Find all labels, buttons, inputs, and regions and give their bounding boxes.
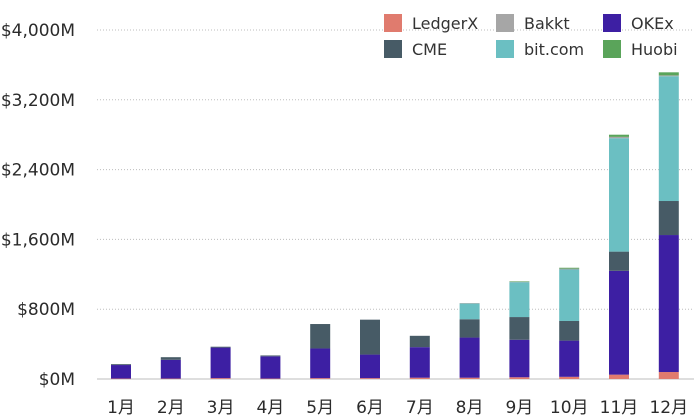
bar-segment-ledgerx bbox=[210, 378, 231, 379]
bar-segment-okex bbox=[409, 347, 430, 378]
bar-segment-bakkt bbox=[658, 75, 679, 77]
x-axis-tick-labels: 1月 2月 3月 4月 5月 6月 7月 8月 9月 10月 11月 12月 bbox=[107, 398, 688, 418]
bar-segment-ledgerx bbox=[409, 377, 430, 379]
bar-segment-cme bbox=[210, 346, 231, 348]
x-tick-label: 8月 bbox=[456, 398, 484, 418]
bar-segment-okex bbox=[310, 348, 331, 379]
bar-segment-bit-com bbox=[559, 269, 580, 321]
bar-segment-ledgerx bbox=[658, 372, 679, 379]
bar-segment-ledgerx bbox=[160, 378, 181, 380]
y-tick-label: $1,600M bbox=[1, 230, 75, 250]
bar-segment-okex bbox=[160, 359, 181, 379]
legend-label-huobi: Huobi bbox=[631, 40, 678, 59]
bar-segment-okex bbox=[459, 337, 480, 378]
bar-segment-cme bbox=[310, 324, 331, 349]
bars-layer bbox=[111, 72, 679, 380]
bar-segment-cme bbox=[111, 364, 131, 366]
x-tick-label: 12月 bbox=[649, 398, 688, 418]
bar-segment-huobi bbox=[559, 267, 580, 269]
bar-segment-bakkt bbox=[559, 268, 580, 270]
bar-segment-bakkt bbox=[509, 281, 530, 283]
bar-segment-bakkt bbox=[609, 136, 629, 139]
legend-label-okex: OKEx bbox=[631, 14, 674, 33]
x-tick-label: 6月 bbox=[356, 398, 384, 418]
bar-segment-okex bbox=[260, 356, 281, 379]
bar-segment-ledgerx bbox=[509, 377, 530, 379]
x-tick-label: 4月 bbox=[256, 398, 284, 418]
legend-swatch-bit-com bbox=[496, 40, 514, 58]
x-tick-label: 10月 bbox=[550, 398, 589, 418]
x-tick-label: 2月 bbox=[157, 398, 185, 418]
x-tick-label: 11月 bbox=[600, 398, 639, 418]
bar-segment-ledgerx bbox=[559, 376, 580, 379]
bar-segment-cme bbox=[260, 355, 281, 357]
bar-segment-ledgerx bbox=[111, 378, 131, 380]
bar-segment-okex bbox=[658, 235, 679, 373]
bar-segment-okex bbox=[360, 354, 380, 379]
bar-segment-cme bbox=[459, 319, 480, 338]
grid-layer bbox=[97, 29, 694, 380]
bar-segment-huobi bbox=[509, 281, 530, 282]
legend-label-bit-com: bit.com bbox=[524, 40, 584, 59]
bar-segment-okex bbox=[111, 365, 131, 379]
y-tick-label: $800M bbox=[17, 300, 75, 320]
legend-swatch-cme bbox=[384, 40, 402, 58]
bar-segment-cme bbox=[509, 317, 530, 340]
legend-label-cme: CME bbox=[412, 40, 447, 59]
bar-segment-cme bbox=[160, 357, 181, 360]
x-tick-label: 7月 bbox=[406, 398, 434, 418]
bar-segment-ledgerx bbox=[310, 378, 331, 379]
legend-swatch-huobi bbox=[603, 40, 621, 58]
bar-segment-okex bbox=[559, 340, 580, 377]
bar-segment-cme bbox=[409, 335, 430, 348]
bar-segment-cme bbox=[609, 251, 629, 271]
y-tick-label: $4,000M bbox=[1, 21, 75, 41]
y-tick-label: $3,200M bbox=[1, 91, 75, 111]
bar-segment-okex bbox=[609, 270, 629, 375]
bar-segment-okex bbox=[210, 347, 231, 379]
bar-segment-bit-com bbox=[459, 303, 480, 320]
bar-segment-cme bbox=[360, 319, 380, 355]
x-tick-label: 9月 bbox=[505, 398, 533, 418]
bar-segment-ledgerx bbox=[260, 378, 281, 380]
bar-segment-ledgerx bbox=[459, 377, 480, 379]
bar-segment-bit-com bbox=[658, 76, 679, 202]
y-tick-label: $0M bbox=[39, 370, 75, 390]
legend-swatch-okex bbox=[603, 14, 621, 32]
legend-swatch-bakkt bbox=[496, 14, 514, 32]
y-tick-label: $2,400M bbox=[1, 161, 75, 181]
x-tick-label: 5月 bbox=[306, 398, 334, 418]
bar-segment-huobi bbox=[609, 134, 629, 137]
x-tick-label: 3月 bbox=[207, 398, 235, 418]
legend-label-bakkt: Bakkt bbox=[524, 14, 570, 33]
legend: LedgerX Bakkt OKEx CME bit.com Huobi bbox=[384, 14, 678, 59]
x-tick-label: 1月 bbox=[107, 398, 135, 418]
bar-segment-ledgerx bbox=[360, 378, 380, 379]
bar-segment-okex bbox=[509, 339, 530, 378]
legend-label-ledgerx: LedgerX bbox=[412, 14, 478, 33]
legend-swatch-ledgerx bbox=[384, 14, 402, 32]
bar-segment-bit-com bbox=[509, 282, 530, 318]
bar-segment-huobi bbox=[658, 72, 679, 76]
bar-segment-cme bbox=[658, 201, 679, 236]
bar-segment-cme bbox=[559, 320, 580, 341]
bar-segment-ledgerx bbox=[609, 374, 629, 379]
bar-segment-bit-com bbox=[609, 138, 629, 252]
bar-segment-bakkt bbox=[459, 303, 480, 304]
y-axis-tick-labels: $0M $800M $1,600M $2,400M $3,200M $4,000M bbox=[1, 21, 75, 390]
